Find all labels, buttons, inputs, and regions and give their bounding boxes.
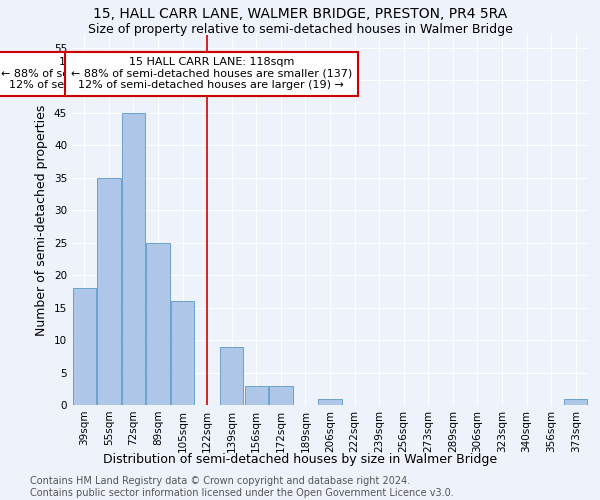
Bar <box>73 288 96 405</box>
Bar <box>146 242 170 405</box>
Bar <box>220 346 244 405</box>
Text: Size of property relative to semi-detached houses in Walmer Bridge: Size of property relative to semi-detach… <box>88 22 512 36</box>
Text: 15 HALL CARR LANE: 118sqm
← 88% of semi-detached houses are smaller (137)
12% of: 15 HALL CARR LANE: 118sqm ← 88% of semi-… <box>1 57 282 90</box>
Bar <box>122 113 145 405</box>
Bar <box>269 386 293 405</box>
Text: 15, HALL CARR LANE, WALMER BRIDGE, PRESTON, PR4 5RA: 15, HALL CARR LANE, WALMER BRIDGE, PREST… <box>93 8 507 22</box>
Text: Distribution of semi-detached houses by size in Walmer Bridge: Distribution of semi-detached houses by … <box>103 452 497 466</box>
Y-axis label: Number of semi-detached properties: Number of semi-detached properties <box>35 104 49 336</box>
Bar <box>564 398 587 405</box>
Bar <box>97 178 121 405</box>
Text: 15 HALL CARR LANE: 118sqm
← 88% of semi-detached houses are smaller (137)
12% of: 15 HALL CARR LANE: 118sqm ← 88% of semi-… <box>71 57 352 90</box>
Bar <box>245 386 268 405</box>
Bar <box>171 301 194 405</box>
Text: Contains HM Land Registry data © Crown copyright and database right 2024.
Contai: Contains HM Land Registry data © Crown c… <box>30 476 454 498</box>
Bar <box>319 398 341 405</box>
